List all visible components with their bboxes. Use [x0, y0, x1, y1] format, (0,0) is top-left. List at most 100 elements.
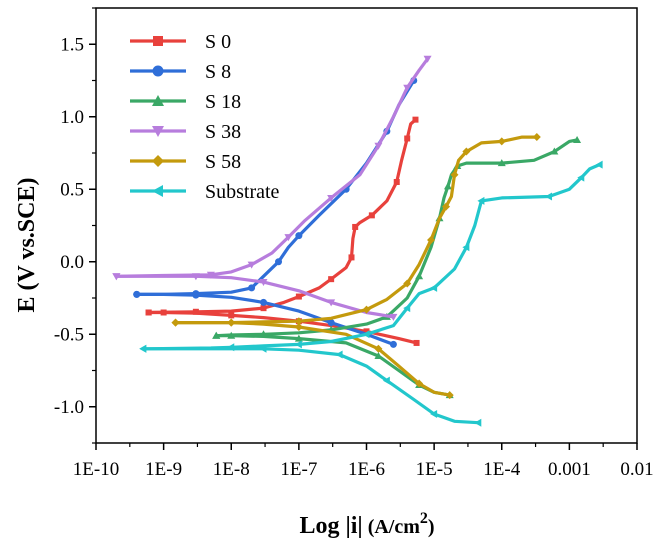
x-axis-title-unit-close: )	[428, 516, 435, 538]
data-point	[171, 318, 180, 327]
data-point	[413, 339, 420, 346]
data-point	[192, 290, 200, 298]
data-point	[497, 159, 506, 167]
data-point	[227, 318, 236, 327]
y-tick-label: 1.5	[60, 34, 84, 55]
data-point	[462, 243, 470, 252]
data-point	[327, 299, 336, 307]
series-line-anodic	[114, 57, 430, 278]
data-point	[403, 304, 411, 313]
y-tick-label: 0.5	[60, 179, 84, 200]
data-point	[430, 283, 438, 292]
data-point	[327, 194, 336, 202]
data-point	[550, 147, 559, 155]
data-point	[259, 330, 268, 338]
data-point	[247, 261, 256, 269]
data-point	[362, 305, 371, 314]
data-point	[145, 309, 152, 316]
data-point	[403, 84, 412, 92]
data-point	[363, 328, 370, 335]
legend-item: S 0	[130, 31, 231, 53]
x-tick-label: 1E-7	[280, 459, 317, 480]
x-axis-title: Log |i| (A/cm2)	[299, 510, 434, 539]
data-point	[352, 223, 359, 230]
legend-marker	[152, 126, 164, 137]
data-point	[412, 116, 419, 123]
data-point	[415, 272, 424, 280]
data-point	[573, 135, 582, 143]
legend-item: S 38	[130, 121, 241, 143]
legend-item: S 18	[130, 91, 241, 113]
data-point	[374, 142, 383, 150]
data-point	[133, 290, 141, 298]
data-point	[192, 308, 199, 315]
data-point	[362, 330, 370, 339]
data-point	[382, 376, 390, 385]
x-tick-label: 1E-9	[145, 459, 182, 480]
data-point	[227, 343, 235, 352]
legend-marker	[152, 185, 163, 197]
data-point	[450, 170, 459, 179]
data-point	[443, 182, 452, 190]
data-point	[260, 305, 267, 312]
data-point	[427, 236, 436, 244]
data-point	[295, 232, 303, 240]
data-point	[228, 312, 235, 319]
y-tick-label: -0.5	[54, 324, 84, 345]
legend-item: S 58	[130, 151, 241, 173]
legend-label: S 8	[205, 61, 231, 83]
legend-label: S 58	[205, 151, 241, 173]
x-tick-label: 1E-5	[416, 459, 453, 480]
y-tick-label: -1.0	[54, 397, 84, 418]
data-point	[595, 160, 603, 169]
legend-item: S 8	[130, 61, 231, 83]
data-point	[328, 276, 335, 283]
data-point	[445, 391, 454, 400]
data-point	[368, 212, 375, 219]
data-point	[389, 340, 397, 348]
data-point	[294, 340, 302, 349]
data-point	[532, 133, 541, 142]
legend: S 0 S 8 S 18 S 38 S 58 Substrate	[130, 31, 280, 203]
data-point	[212, 331, 221, 339]
series-line-cathodic	[141, 347, 480, 425]
series-s-38	[112, 55, 432, 321]
data-point	[393, 179, 400, 185]
series-substrate	[139, 160, 603, 427]
y-tick-label: 0.0	[60, 252, 84, 273]
x-tick-label: 1E-6	[348, 459, 385, 480]
data-point	[248, 284, 256, 292]
series-layer	[112, 55, 603, 427]
data-point	[275, 258, 283, 266]
data-point	[327, 319, 335, 327]
series-s-8	[133, 77, 418, 348]
x-axis-title-unit: (A/cm	[363, 516, 421, 538]
legend-marker	[153, 36, 163, 46]
legend-label: S 18	[205, 91, 241, 113]
data-point	[374, 344, 383, 353]
legend-label: S 0	[205, 31, 231, 53]
data-point	[442, 202, 451, 211]
data-point	[284, 234, 293, 242]
axes-layer: 1E-10 1E-9 1E-8 1E-7 1E-6 1E-5 1E-4 0.001 0.01 1.…	[54, 7, 654, 480]
x-axis-title-main: Log |i|	[299, 513, 362, 539]
x-tick-label: 1E-4	[483, 459, 520, 480]
series-s-0	[145, 116, 420, 346]
data-point	[423, 55, 432, 63]
data-point	[477, 196, 485, 205]
data-point	[139, 344, 147, 353]
legend-marker	[152, 155, 164, 167]
data-point	[404, 135, 411, 142]
y-axis-title: E (V vs.SCE)	[14, 178, 40, 313]
x-axis-title-superscript: 2	[420, 510, 428, 527]
data-point	[403, 279, 412, 288]
legend-marker	[152, 95, 164, 106]
data-point	[389, 313, 398, 321]
data-point	[577, 173, 585, 182]
data-point	[430, 410, 438, 418]
legend-item: Substrate	[130, 181, 280, 203]
data-point	[415, 379, 424, 388]
data-point	[206, 271, 215, 279]
